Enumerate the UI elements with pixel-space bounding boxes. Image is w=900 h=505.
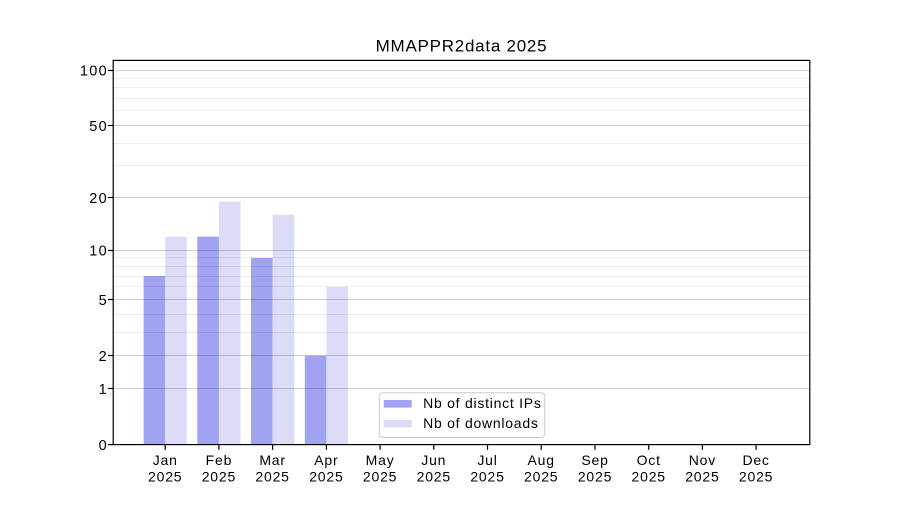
svg-text:100: 100 [80, 64, 108, 80]
svg-text:2025: 2025 [470, 468, 504, 484]
svg-text:Jul: Jul [477, 452, 497, 468]
svg-text:Jan: Jan [153, 452, 178, 468]
svg-text:Sep: Sep [581, 452, 608, 468]
svg-text:2025: 2025 [524, 468, 558, 484]
svg-text:2025: 2025 [255, 468, 289, 484]
svg-text:2025: 2025 [309, 468, 343, 484]
svg-text:2025: 2025 [578, 468, 612, 484]
svg-text:Dec: Dec [742, 452, 769, 468]
svg-text:2: 2 [99, 349, 108, 365]
svg-text:0: 0 [99, 438, 108, 454]
svg-text:Aug: Aug [528, 452, 555, 468]
svg-text:May: May [366, 452, 395, 468]
svg-text:Mar: Mar [259, 452, 286, 468]
svg-text:Nb of downloads: Nb of downloads [423, 415, 539, 431]
svg-text:2025: 2025 [632, 468, 666, 484]
svg-text:20: 20 [89, 191, 108, 207]
svg-text:2025: 2025 [685, 468, 719, 484]
svg-text:2025: 2025 [148, 468, 182, 484]
svg-text:2025: 2025 [417, 468, 451, 484]
svg-text:Feb: Feb [206, 452, 233, 468]
svg-text:10: 10 [89, 244, 108, 260]
svg-text:Apr: Apr [314, 452, 338, 468]
svg-text:2025: 2025 [363, 468, 397, 484]
svg-text:2025: 2025 [202, 468, 236, 484]
svg-text:2025: 2025 [739, 468, 773, 484]
svg-text:Nov: Nov [689, 452, 716, 468]
svg-text:50: 50 [89, 119, 108, 135]
svg-text:Oct: Oct [637, 452, 661, 468]
svg-text:MMAPPR2data 2025: MMAPPR2data 2025 [376, 37, 548, 56]
svg-text:Jun: Jun [421, 452, 446, 468]
svg-text:5: 5 [99, 293, 108, 309]
svg-text:1: 1 [99, 382, 108, 398]
svg-text:Nb of distinct IPs: Nb of distinct IPs [423, 395, 542, 411]
